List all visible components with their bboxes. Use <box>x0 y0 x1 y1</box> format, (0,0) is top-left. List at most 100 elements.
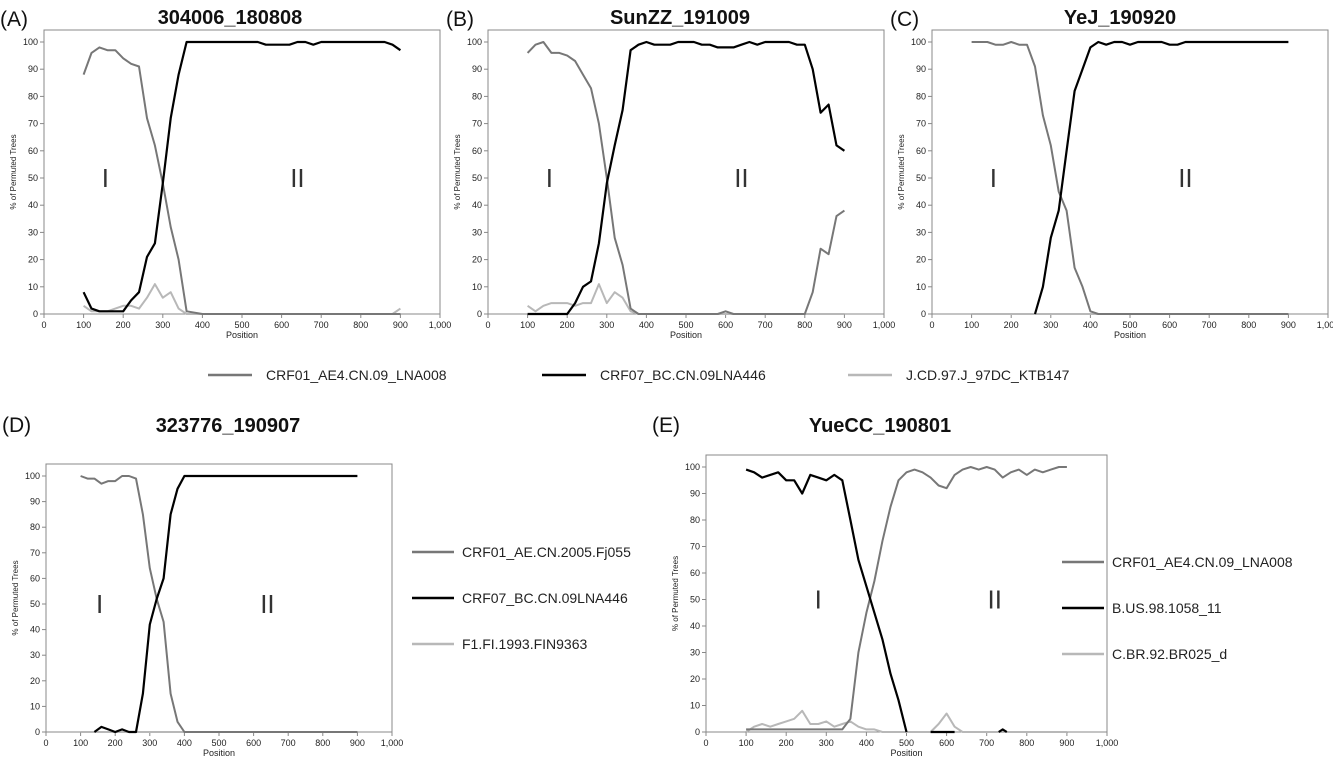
y-tick-label: 0 <box>33 309 38 319</box>
x-tick-label: 300 <box>155 320 170 330</box>
legend-top: CRF01_AE4.CN.09_LNA008 CRF07_BC.CN.09LNA4… <box>208 367 1070 383</box>
x-tick-label: 200 <box>116 320 131 330</box>
y-tick-label: 100 <box>25 471 40 481</box>
y-tick-label: 20 <box>28 255 38 265</box>
y-tick-label: 30 <box>472 227 482 237</box>
region-label: I <box>102 163 109 193</box>
y-tick-label: 70 <box>690 542 700 552</box>
y-tick-label: 10 <box>690 701 700 711</box>
region-label: I <box>96 589 103 619</box>
y-tick-label: 40 <box>28 200 38 210</box>
y-axis-label: % of Permuted Trees <box>11 560 20 635</box>
chart-panel-1: 0 100 200 300 400 500 600 700 800 900 1,000 0 10 20 30… <box>0 7 451 340</box>
chart-panel-3: 0 100 200 300 400 500 600 700 800 900 1,000 0 10 20 30… <box>890 7 1333 340</box>
panel-label: (D) <box>2 414 31 437</box>
y-tick-label: 30 <box>916 227 926 237</box>
y-tick-label: 40 <box>472 200 482 210</box>
y-tick-label: 40 <box>30 625 40 635</box>
x-tick-label: 0 <box>703 738 708 748</box>
y-tick-label: 90 <box>916 64 926 74</box>
x-tick-label: 0 <box>43 738 48 748</box>
y-tick-label: 80 <box>30 522 40 532</box>
x-tick-label: 900 <box>350 738 365 748</box>
y-tick-label: 30 <box>690 648 700 658</box>
series-line <box>746 466 1067 731</box>
x-tick-label: 200 <box>108 738 123 748</box>
y-tick-label: 40 <box>916 200 926 210</box>
region-label: I <box>990 163 997 193</box>
x-tick-label: 700 <box>979 738 994 748</box>
x-tick-label: 800 <box>353 320 368 330</box>
chart-title: 304006_180808 <box>158 7 303 29</box>
y-tick-label: 10 <box>30 701 40 711</box>
x-tick-label: 300 <box>1043 320 1058 330</box>
y-tick-label: 40 <box>690 621 700 631</box>
y-tick-label: 20 <box>472 255 482 265</box>
x-tick-label: 300 <box>819 738 834 748</box>
x-tick-label: 900 <box>837 320 852 330</box>
y-tick-label: 100 <box>685 462 700 472</box>
region-label: II <box>734 163 748 193</box>
series-line <box>80 475 358 733</box>
x-tick-label: 100 <box>964 320 979 330</box>
y-tick-label: 70 <box>916 119 926 129</box>
region-label: II <box>987 585 1001 615</box>
x-tick-label: 500 <box>1122 320 1137 330</box>
x-tick-label: 700 <box>758 320 773 330</box>
y-tick-label: 80 <box>472 91 482 101</box>
y-tick-label: 100 <box>911 37 926 47</box>
x-tick-label: 700 <box>314 320 329 330</box>
chart-panel-5: 0 100 200 300 400 500 600 700 800 900 1,000 0 10 20 30… <box>652 414 1293 758</box>
x-tick-label: 300 <box>142 738 157 748</box>
x-tick-label: 1,000 <box>873 320 896 330</box>
y-tick-label: 0 <box>477 309 482 319</box>
y-tick-label: 50 <box>916 173 926 183</box>
x-tick-label: 400 <box>859 738 874 748</box>
legend-entry: J.CD.97.J_97DC_KTB147 <box>906 367 1070 383</box>
x-tick-label: 100 <box>73 738 88 748</box>
chart-panel-4: 0 100 200 300 400 500 600 700 800 900 1,000 0 10 20 30… <box>2 414 631 758</box>
x-tick-label: 800 <box>797 320 812 330</box>
y-tick-label: 90 <box>472 64 482 74</box>
series-line <box>526 41 845 315</box>
series-line <box>82 40 402 313</box>
chart-panel-2: 0 100 200 300 400 500 600 700 800 900 1,000 0 10 20 30… <box>446 7 895 340</box>
y-tick-label: 10 <box>916 282 926 292</box>
series-line <box>745 709 1067 733</box>
legend-entry: CRF07_BC.CN.09LNA446 <box>462 590 628 606</box>
x-tick-label: 800 <box>315 738 330 748</box>
x-axis-label: Position <box>670 330 702 340</box>
x-tick-label: 0 <box>41 320 46 330</box>
y-tick-label: 60 <box>472 146 482 156</box>
x-axis-label: Position <box>226 330 258 340</box>
x-tick-label: 600 <box>939 738 954 748</box>
x-tick-label: 400 <box>1083 320 1098 330</box>
y-tick-label: 20 <box>30 676 40 686</box>
y-tick-label: 60 <box>916 146 926 156</box>
series-line <box>1033 40 1289 315</box>
x-tick-label: 200 <box>1004 320 1019 330</box>
x-tick-label: 700 <box>1202 320 1217 330</box>
y-axis-label: % of Permuted Trees <box>897 134 906 209</box>
legend-entry: F1.FI.1993.FIN9363 <box>462 636 588 652</box>
y-tick-label: 10 <box>472 282 482 292</box>
legend-entry: CRF07_BC.CN.09LNA446 <box>600 367 766 383</box>
x-tick-label: 400 <box>177 738 192 748</box>
x-tick-label: 1,000 <box>381 738 404 748</box>
panel-label: (B) <box>446 8 474 31</box>
y-tick-label: 50 <box>30 599 40 609</box>
y-axis-label: % of Permuted Trees <box>671 556 680 631</box>
chart-title: YeJ_190920 <box>1064 7 1176 29</box>
x-tick-label: 0 <box>929 320 934 330</box>
y-tick-label: 70 <box>30 548 40 558</box>
chart-title: YueCC_190801 <box>809 415 951 437</box>
series-line <box>971 41 1289 315</box>
series-line <box>527 283 845 315</box>
x-tick-label: 400 <box>639 320 654 330</box>
series-line <box>998 728 1008 733</box>
x-tick-label: 1,000 <box>429 320 452 330</box>
legend-entry: B.US.98.1058_11 <box>1112 600 1222 616</box>
legend-entry: CRF01_AE.CN.2005.Fj055 <box>462 544 631 560</box>
y-tick-label: 0 <box>35 727 40 737</box>
